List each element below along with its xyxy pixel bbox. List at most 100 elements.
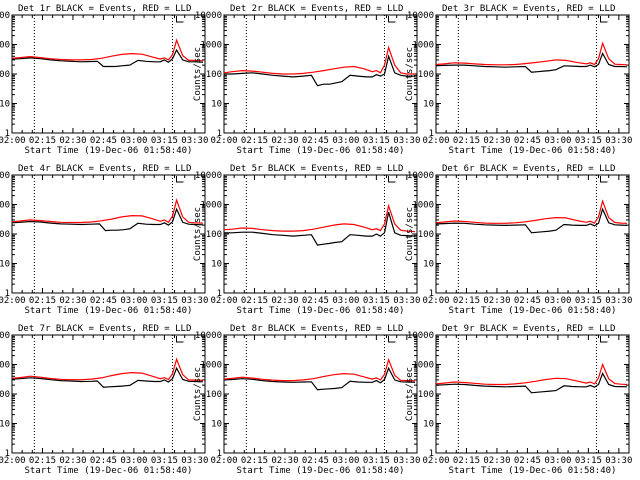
x-tick-label: 03:00: [120, 296, 147, 306]
x-tick-label: 03:00: [120, 456, 147, 466]
x-tick-label: 02:15: [241, 296, 268, 306]
x-tick-label: 02:30: [59, 296, 86, 306]
x-tick-label: 03:15: [363, 456, 390, 466]
x-tick-label: 02:45: [514, 296, 541, 306]
y-tick-label: 100: [418, 70, 434, 80]
plot-title-9: Det 9r BLACK = Events, RED = LLD: [442, 324, 615, 334]
x-tick-label: 02:30: [483, 456, 510, 466]
series-line-events: [224, 212, 416, 246]
series-line-events: [435, 207, 628, 234]
interval-bracket-mark: [599, 336, 608, 343]
series-line-lld: [11, 357, 204, 381]
y-tick-label: 1000: [200, 201, 222, 211]
plot-title-3: Det 3r BLACK = Events, RED = LLD: [442, 4, 615, 14]
x-tick-label: 03:30: [393, 136, 420, 146]
y-tick-label: 1000: [0, 41, 10, 51]
x-tick-label: 02:45: [514, 456, 541, 466]
plot-title-7: Det 7r BLACK = Events, RED = LLD: [18, 324, 191, 334]
x-axis-label: Start Time (19-Dec-06 01:58:40): [25, 466, 193, 476]
plot-panel-2: Det 2r BLACK = Events, RED = LLD 1 10 100 10…: [193, 4, 420, 156]
plot-panel-3: Det 3r BLACK = Events, RED = LLD 1 10 100 10…: [405, 4, 632, 156]
x-tick-label: 03:30: [181, 296, 208, 306]
series-line-lld: [223, 203, 416, 233]
x-tick-label: 03:15: [575, 136, 602, 146]
series-line-events: [223, 366, 416, 391]
plot-panel-4: Det 4r BLACK = Events, RED = LLD 1 10 100 10…: [0, 164, 208, 316]
series-line-events: [435, 371, 628, 394]
series-line-events: [11, 48, 204, 68]
x-tick-label: 02:15: [29, 456, 56, 466]
x-tick-label: 03:00: [332, 296, 359, 306]
y-tick-label: 100: [418, 390, 434, 400]
y-tick-label: 1000: [412, 41, 434, 51]
y-tick-label: 10: [211, 100, 222, 110]
y-tick-label: 1: [217, 449, 222, 459]
y-axis-label: Counts/sec: [405, 207, 415, 261]
y-tick-label: 10000: [0, 11, 10, 21]
x-tick-label: 02:15: [453, 296, 480, 306]
x-tick-label: 02:15: [453, 136, 480, 146]
series-line-lld: [223, 357, 416, 382]
x-axis-label: Start Time (19-Dec-06 01:58:40): [237, 306, 405, 316]
y-tick-label: 1: [217, 129, 222, 139]
x-tick-label: 02:00: [0, 456, 26, 466]
series-line-lld: [435, 199, 628, 224]
x-tick-label: 03:30: [393, 456, 420, 466]
x-tick-label: 03:15: [575, 296, 602, 306]
x-tick-label: 02:00: [422, 136, 449, 146]
x-tick-label: 02:00: [0, 136, 26, 146]
x-tick-label: 02:15: [29, 136, 56, 146]
x-tick-label: 03:30: [393, 296, 420, 306]
plot-title-5: Det 5r BLACK = Events, RED = LLD: [230, 164, 403, 174]
plot-panel-5: Det 5r BLACK = Events, RED = LLD 1 10 100 10…: [193, 164, 420, 316]
x-tick-label: 02:30: [271, 456, 298, 466]
x-tick-label: 03:30: [605, 296, 632, 306]
interval-bracket-mark: [599, 16, 608, 23]
y-tick-label: 10: [211, 260, 222, 270]
y-tick-label: 100: [0, 390, 10, 400]
x-tick-label: 03:15: [363, 296, 390, 306]
x-tick-label: 03:00: [544, 136, 571, 146]
plot-title-8: Det 8r BLACK = Events, RED = LLD: [230, 324, 403, 334]
y-tick-label: 10: [423, 100, 434, 110]
series-line-lld: [11, 38, 204, 62]
x-tick-label: 02:30: [59, 136, 86, 146]
x-tick-label: 02:45: [302, 136, 329, 146]
y-axis-label: Counts/sec: [193, 47, 203, 101]
plot-title-1: Det 1r BLACK = Events, RED = LLD: [18, 4, 191, 14]
x-tick-label: 03:15: [151, 456, 178, 466]
x-tick-label: 03:00: [332, 136, 359, 146]
x-tick-label: 02:00: [422, 296, 449, 306]
y-tick-label: 10: [211, 420, 222, 430]
plot-title-6: Det 6r BLACK = Events, RED = LLD: [442, 164, 615, 174]
y-tick-label: 100: [206, 70, 222, 80]
y-axis-label: Counts/sec: [193, 367, 203, 421]
x-tick-label: 03:30: [605, 136, 632, 146]
series-line-events: [11, 366, 204, 388]
x-tick-label: 02:15: [241, 136, 268, 146]
x-tick-label: 03:00: [332, 456, 359, 466]
y-tick-label: 1000: [412, 361, 434, 371]
series-line-events: [224, 54, 415, 87]
interval-bracket-mark: [387, 176, 396, 183]
x-tick-label: 02:45: [90, 296, 117, 306]
x-tick-label: 02:00: [210, 456, 237, 466]
x-tick-label: 02:30: [271, 296, 298, 306]
plot-panel-1: Det 1r BLACK = Events, RED = LLD 1 10 100 10…: [0, 4, 208, 156]
series-line-lld: [435, 41, 628, 66]
x-axis-label: Start Time (19-Dec-06 01:58:40): [237, 466, 405, 476]
plot-title-2: Det 2r BLACK = Events, RED = LLD: [230, 4, 403, 14]
x-axis-label: Start Time (19-Dec-06 01:58:40): [449, 466, 617, 476]
y-axis-label: Counts/sec: [405, 367, 415, 421]
interval-bracket-mark: [175, 176, 184, 183]
y-tick-label: 1000: [0, 201, 10, 211]
interval-bracket-mark: [599, 176, 608, 183]
plot-panel-7: Det 7r BLACK = Events, RED = LLD 1 10 100 10…: [0, 324, 208, 476]
x-tick-label: 02:15: [241, 456, 268, 466]
x-tick-label: 02:00: [210, 136, 237, 146]
y-tick-label: 10000: [407, 11, 434, 21]
y-axis-label: Counts/sec: [193, 207, 203, 261]
y-tick-label: 100: [0, 70, 10, 80]
series-line-events: [11, 207, 204, 232]
